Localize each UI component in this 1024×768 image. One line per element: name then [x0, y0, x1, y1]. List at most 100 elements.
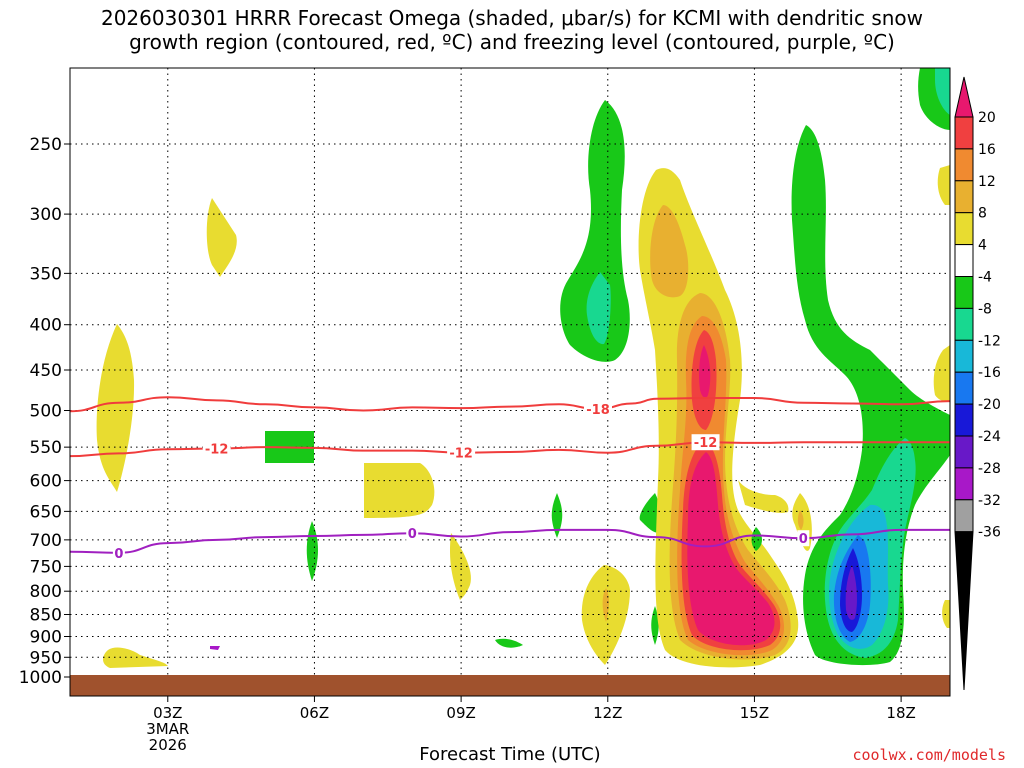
omega-shading	[96, 68, 950, 668]
y-tick-label: 1000	[19, 668, 62, 688]
colorbar-tick-label: 12	[978, 174, 996, 190]
y-tick-label: 550	[30, 438, 62, 458]
x-tick-label: 06Z	[300, 704, 329, 722]
colorbar-segment	[954, 339, 974, 373]
y-tick-label: 600	[30, 472, 62, 492]
colorbar-tick-label: -24	[978, 429, 1001, 445]
omega-region	[942, 600, 950, 628]
omega-region	[791, 125, 950, 666]
grid-lines	[70, 68, 950, 675]
colorbar-segment	[954, 467, 974, 501]
colorbar-tick-label: 8	[978, 206, 987, 222]
chart-title: 2026030301 HRRR Forecast Omega (shaded, …	[0, 6, 1024, 54]
omega-region	[560, 100, 630, 362]
y-tick-label: 450	[30, 361, 62, 381]
omega-region	[845, 565, 857, 620]
contour-label: -12	[205, 443, 229, 458]
y-tick-label: 300	[30, 205, 62, 225]
colorbar-tick-label: 16	[978, 142, 996, 158]
omega-region	[551, 493, 563, 538]
y-tick-label: 500	[30, 402, 62, 422]
contour-label: -12	[449, 447, 473, 462]
plot-frame	[69, 67, 951, 697]
colorbar-segment	[954, 116, 974, 150]
colorbar-tick-label: -28	[978, 461, 1001, 477]
y-tick-label: 250	[30, 135, 62, 155]
credit-link[interactable]: coolwx.com/models	[852, 746, 1006, 764]
ground-below-surface	[70, 675, 950, 696]
colorbar-segment	[954, 212, 974, 246]
contour-labels: -18 -12 -12 -12 0 0 0	[112, 400, 810, 562]
x-tick-label: 09Z	[446, 704, 475, 722]
colorbar-bottom-arrow	[954, 531, 974, 691]
y-tick-label: 350	[30, 264, 62, 284]
colorbar-tick-label: -16	[978, 365, 1001, 381]
omega-region	[687, 452, 775, 646]
contour-label-bg	[112, 544, 125, 561]
colorbar-top-arrow	[954, 76, 974, 118]
contour-label: 0	[114, 547, 123, 562]
omega-region	[738, 480, 789, 513]
colorbar-tick-label: -36	[978, 525, 1001, 541]
x-tick-label: 18Z	[886, 704, 915, 722]
omega-region	[586, 272, 611, 345]
y-tick-label: 400	[30, 316, 62, 336]
y-tick-label: 950	[30, 648, 62, 668]
contour-label-bg	[797, 530, 810, 547]
omega-region	[699, 345, 711, 398]
colorbar-tick-label: -32	[978, 493, 1001, 509]
omega-region	[937, 165, 950, 205]
y-tick-label: 650	[30, 502, 62, 522]
contour-label-bg	[406, 525, 419, 542]
omega-region	[103, 647, 168, 668]
colorbar-tick-label: 4	[978, 238, 987, 254]
contour-label-bg	[202, 440, 231, 457]
colorbar: 20 16 12 8 4 -4 -8 -12 -16 -20 -24 -28 -32 -36	[954, 76, 1001, 691]
colorbar-tick-label: 20	[978, 110, 996, 126]
colorbar-segment	[954, 499, 974, 533]
omega-region	[210, 646, 220, 650]
colorbar-tick-label: -8	[978, 301, 992, 317]
colorbar-segment	[954, 276, 974, 309]
x-tick-date: 3MAR	[146, 720, 189, 738]
omega-region	[651, 606, 659, 645]
x-tick-label: 03Z	[153, 704, 182, 722]
x-tick-year: 2026	[149, 736, 187, 754]
colorbar-segment	[954, 435, 974, 469]
title-line-1: 2026030301 HRRR Forecast Omega (shaded, …	[100, 6, 924, 30]
colorbar-segment	[954, 180, 974, 214]
colorbar-tick-label: -20	[978, 397, 1001, 413]
omega-region	[639, 493, 661, 533]
y-axis-ticks: 2503003504004505005506006507007508008509…	[19, 135, 70, 688]
omega-region	[96, 324, 135, 492]
contour-label-bg	[447, 444, 476, 461]
omega-region	[751, 527, 762, 551]
y-tick-label: 900	[30, 627, 62, 647]
colorbar-segment	[954, 244, 974, 278]
y-tick-label: 700	[30, 531, 62, 551]
omega-region	[364, 463, 435, 518]
colorbar-tick-label: -12	[978, 333, 1001, 349]
x-axis-label: Forecast Time (UTC)	[419, 744, 601, 765]
x-tick-label: 15Z	[740, 704, 769, 722]
colorbar-tick-label: -4	[978, 270, 992, 286]
omega-region	[450, 533, 471, 600]
colorbar-segment	[954, 148, 974, 182]
x-tick-label: 12Z	[593, 704, 622, 722]
contour-label-bg	[691, 434, 720, 451]
omega-region	[935, 68, 950, 115]
contour-label: -18	[586, 403, 610, 418]
colorbar-segment	[954, 403, 974, 437]
y-tick-label: 800	[30, 582, 62, 602]
contour-label: 0	[408, 527, 417, 542]
y-tick-label: 750	[30, 557, 62, 577]
omega-region	[650, 205, 689, 298]
omega-region	[495, 638, 523, 648]
contour-line	[70, 396, 950, 413]
omega-region	[797, 510, 804, 530]
contour-label: 0	[799, 532, 808, 547]
contour-label: -12	[694, 436, 718, 451]
omega-region	[933, 345, 950, 402]
